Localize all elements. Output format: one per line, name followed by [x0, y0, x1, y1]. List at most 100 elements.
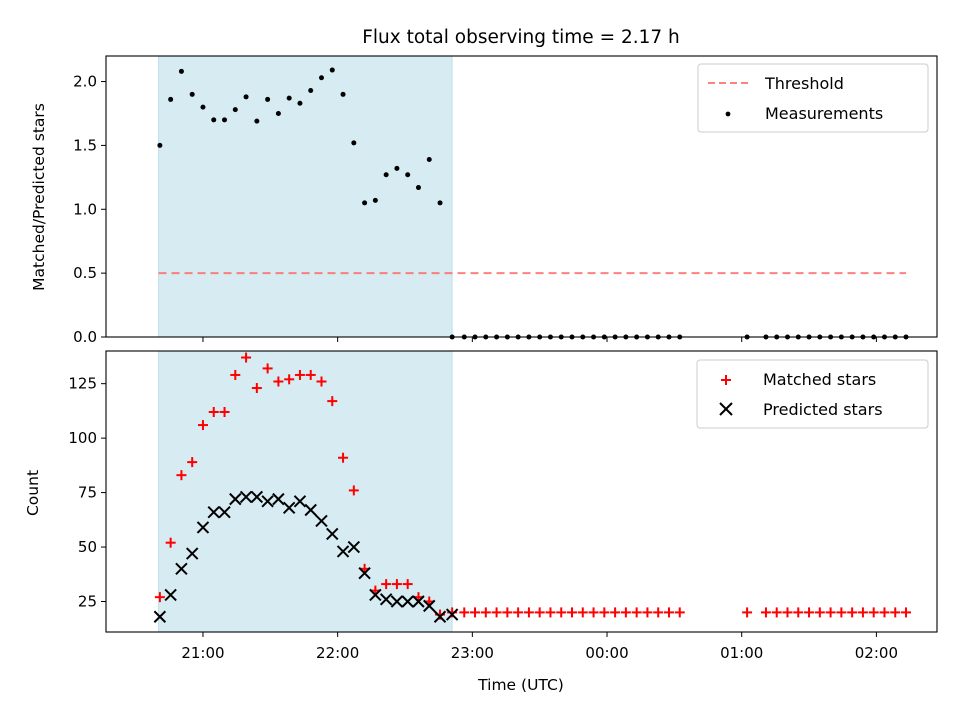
measurements-point [265, 96, 271, 102]
matched-stars-point [577, 607, 588, 618]
y-tick-label: 25 [78, 593, 97, 611]
measurements-point [372, 197, 378, 203]
predicted-stars-point [369, 588, 382, 602]
matched-stars-point [327, 396, 338, 407]
matched-stars-point [857, 607, 868, 618]
matched-stars-point [588, 607, 599, 618]
predicted-stars-point [390, 595, 404, 608]
matched-stars-point [674, 607, 685, 618]
matched-stars-point [836, 607, 847, 618]
matched-stars-point [610, 607, 621, 618]
predicted-stars-point [293, 495, 307, 508]
predicted-stars-point [175, 562, 188, 576]
x-tick-label: 22:00 [316, 644, 359, 662]
predicted-stars-point [445, 608, 459, 621]
predicted-stars-point [358, 566, 371, 580]
predicted-stars-point [239, 490, 253, 504]
y-tick-label: 100 [68, 429, 97, 447]
measurements-point [297, 100, 303, 106]
ratio-panel-ylabel: Matched/Predicted stars [30, 103, 48, 291]
predicted-stars-point [423, 599, 436, 613]
matched-stars-point [534, 607, 545, 618]
matched-stars-point [868, 607, 879, 618]
predicted-stars-point [282, 501, 296, 515]
matched-stars-point [890, 607, 901, 618]
matched-stars-point [470, 607, 481, 618]
matched-stars-point [176, 470, 187, 481]
matched-stars-point [804, 607, 815, 618]
y-tick-label: 2.0 [73, 73, 97, 91]
measurements-point [351, 140, 357, 146]
predicted-stars-point [207, 505, 220, 519]
threshold-legend-label: Threshold [764, 74, 844, 93]
measurements-point [426, 156, 432, 162]
matched-stars-point [513, 607, 524, 618]
count-panel-marks [153, 352, 912, 623]
matched-stars-point [491, 607, 502, 618]
matched-stars-point [187, 457, 198, 468]
matched-stars-point [402, 579, 413, 590]
matched-stars-point [567, 607, 578, 618]
predicted-stars-point [433, 610, 447, 623]
matched-stars-point [262, 363, 273, 374]
matched-stars-point [381, 579, 392, 590]
matched-stars-point [793, 607, 804, 618]
predicted-legend-label: Predicted stars [763, 400, 883, 419]
x-tick-label: 00:00 [585, 644, 628, 662]
matched-stars-point [273, 376, 284, 387]
measurements-point [222, 117, 228, 123]
predicted-stars-point [153, 610, 167, 623]
matched-stars-point [251, 383, 262, 394]
ratio-panel-axes: 0.0 0.5 1.0 1.5 2.0 [73, 73, 877, 346]
matched-stars-point [348, 485, 359, 496]
measurements-point [157, 142, 163, 148]
matched-stars-point [502, 607, 513, 618]
measurements-point [189, 91, 195, 97]
predicted-stars-point [315, 514, 328, 528]
measurements-legend-label: Measurements [765, 104, 883, 123]
measurements-point [362, 200, 368, 206]
predicted-stars-point [272, 492, 285, 506]
matched-stars-point [760, 607, 771, 618]
matched-stars-point [847, 607, 858, 618]
matched-stars-point [642, 607, 653, 618]
measurements-point [243, 94, 249, 100]
measurements-point [308, 87, 314, 93]
legend-box [696, 359, 929, 429]
x-tick-label: 21:00 [181, 644, 224, 662]
matched-legend-swatch [721, 375, 731, 385]
y-tick-label: 50 [78, 538, 97, 556]
predicted-stars-point [412, 595, 425, 608]
count-panel-observing-window [158, 350, 453, 633]
matched-stars-point [154, 592, 165, 603]
matched-stars-point [523, 607, 534, 618]
ratio-panel-observing-window [158, 55, 453, 338]
count-panel-axes: 25 50 75 100 125 21:00 22:00 23:00 00:00 01:00 02:… [68, 375, 898, 662]
matched-stars-point [814, 607, 825, 618]
measurements-point [415, 185, 421, 191]
measurements-point [394, 165, 400, 171]
y-tick-label: 0.5 [73, 264, 97, 282]
matched-stars-point [879, 607, 890, 618]
measurements-point [383, 172, 389, 178]
matched-stars-point [208, 406, 219, 417]
matched-stars-point [391, 579, 402, 590]
measurements-point [200, 104, 206, 110]
matched-stars-point [338, 452, 349, 463]
matched-stars-point [230, 369, 241, 380]
measurements-point [178, 68, 184, 74]
ratio-panel: 0.00.51.01.52.0 Matched/Predicted stars … [30, 55, 938, 346]
matched-stars-point [599, 607, 610, 618]
matched-stars-point [901, 607, 912, 618]
y-tick-label: 1.5 [73, 136, 97, 154]
matched-stars-point [771, 607, 782, 618]
predicted-stars-point [250, 490, 264, 504]
x-tick-label: 02:00 [855, 644, 898, 662]
count-panel-frame [105, 350, 938, 633]
count-panel-legend: Matched stars Predicted stars [696, 359, 929, 429]
measurements-point [168, 96, 174, 102]
measurements-point [254, 118, 260, 124]
chart-title: Flux total observing time = 2.17 h [362, 27, 680, 48]
x-axis-label: Time (UTC) [477, 676, 564, 694]
